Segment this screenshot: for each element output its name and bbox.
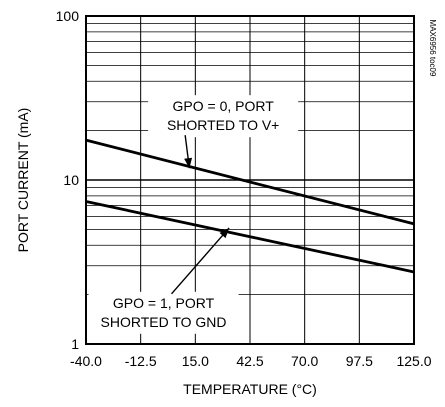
y-tick-label: 100	[56, 8, 80, 24]
series-lines	[85, 138, 415, 274]
x-tick-label: -12.5	[125, 353, 157, 369]
annotation-arrowhead	[219, 227, 230, 239]
annotation-background	[88, 291, 239, 334]
x-tick-label: 70.0	[291, 353, 318, 369]
x-tick-label: 97.5	[346, 353, 373, 369]
x-tick-label: 42.5	[236, 353, 263, 369]
x-tick-label: 125.0	[396, 353, 431, 369]
annotation-background	[148, 95, 299, 138]
y-axis-label: PORT CURRENT (mA)	[15, 108, 31, 253]
annotation-text: SHORTED TO GND	[101, 314, 227, 330]
plot-frame	[85, 15, 415, 345]
annotation-arrowhead	[184, 157, 193, 169]
x-tick-label: 15.0	[182, 353, 209, 369]
y-tick-label: 1	[71, 336, 79, 352]
annotation-text: GPO = 1, PORT	[113, 295, 215, 311]
watermark-label: MAX6956 toc09	[428, 20, 437, 77]
y-tick-label: 10	[63, 172, 79, 188]
annotations: GPO = 0, PORT SHORTED TO V+ GPO = 1, PORT S…	[88, 95, 299, 334]
annotation-text: SHORTED TO V+	[167, 117, 279, 133]
series-line	[85, 138, 415, 226]
tick-labels: -40.0 -12.5 15.0 42.5 70.0 97.5 125.0 1 10 100	[56, 8, 432, 369]
x-tick-label: -40.0	[70, 353, 102, 369]
x-axis-label: TEMPERATURE (°C)	[183, 381, 317, 397]
series-line	[85, 200, 415, 274]
annotation-text: GPO = 0, PORT	[173, 98, 275, 114]
annotation-arrow-line	[171, 227, 230, 295]
